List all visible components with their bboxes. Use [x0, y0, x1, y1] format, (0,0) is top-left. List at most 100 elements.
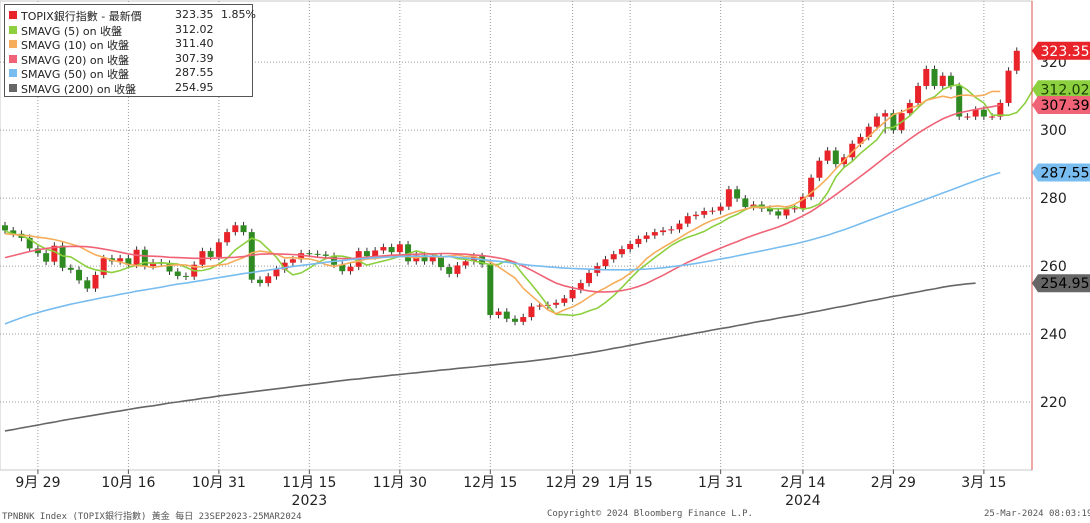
- candle-body: [865, 126, 872, 137]
- candle-body: [2, 225, 8, 231]
- candle-body: [34, 248, 41, 254]
- candle-body: [635, 238, 642, 244]
- candle-body: [380, 247, 387, 251]
- candle-body: [783, 209, 790, 216]
- candle-body: [923, 68, 930, 86]
- candle-body: [298, 253, 305, 260]
- candle-body: [651, 232, 658, 236]
- candle-body: [643, 235, 650, 239]
- y-tick-label: 260: [1040, 259, 1067, 275]
- ma-label-0-value: 312.02: [1041, 82, 1090, 98]
- candle-body: [931, 68, 938, 86]
- candle-body: [503, 311, 510, 319]
- legend-label: SMAVG (5) on 收盤: [21, 24, 123, 38]
- candle-body: [586, 272, 593, 284]
- candle-body: [536, 305, 543, 307]
- candle-body: [808, 177, 815, 197]
- candle-body: [67, 267, 74, 270]
- ma-label-3-tag: [1032, 274, 1090, 293]
- candle-body: [92, 274, 99, 289]
- candle-body: [51, 245, 58, 262]
- legend-swatch: [9, 69, 17, 77]
- candle-body: [816, 160, 823, 178]
- candle-body: [59, 245, 66, 268]
- candle-body: [684, 216, 691, 224]
- last-price-value: 323.35: [1041, 44, 1090, 60]
- candle-body: [947, 75, 954, 86]
- y-tick-label: 240: [1040, 327, 1067, 343]
- candle-body: [692, 214, 699, 217]
- legend-value: 312.02: [175, 22, 214, 36]
- candle-body: [281, 262, 288, 270]
- candle-body: [997, 102, 1004, 117]
- x-tick-label: 11月 15: [282, 475, 336, 491]
- candle-body: [857, 136, 864, 144]
- legend-label: SMAVG (10) on 收盤: [21, 39, 130, 52]
- candle-body: [487, 264, 494, 316]
- legend-label: SMAVG (200) on 收盤: [21, 82, 137, 96]
- candle-body: [1013, 50, 1020, 71]
- candle-body: [133, 249, 140, 265]
- candle-body: [890, 113, 897, 131]
- legend-value: 307.39: [175, 51, 214, 65]
- candle-body: [26, 237, 33, 249]
- candle-body: [602, 259, 609, 267]
- legend-value: 287.55: [175, 66, 214, 79]
- candle-body: [701, 211, 708, 215]
- candle-body: [273, 269, 280, 277]
- candle-body: [964, 116, 971, 118]
- x-tick-label: 12月 29: [546, 475, 600, 491]
- candle-body: [717, 206, 724, 211]
- candle-body: [824, 150, 831, 161]
- legend-swatch: [9, 25, 17, 34]
- candle-body: [495, 311, 502, 316]
- candle-body: [207, 251, 214, 257]
- candle-body: [182, 275, 189, 277]
- ma-line-1: [4, 90, 1001, 315]
- x-tick-label: 12月 15: [463, 475, 517, 491]
- candle-body: [799, 196, 806, 209]
- candle-body: [989, 116, 996, 118]
- candle-body: [734, 189, 741, 199]
- ma-label-0-tag: [1032, 80, 1090, 99]
- candle-body: [446, 267, 453, 274]
- legend-swatch: [9, 40, 17, 48]
- x-year-label: 2024: [785, 493, 821, 509]
- candle-body: [520, 317, 527, 322]
- legend-swatch: [9, 83, 17, 92]
- candle-body: [915, 85, 922, 103]
- candle-body: [347, 266, 354, 272]
- candle-body: [322, 254, 329, 256]
- ma-line-4: [4, 282, 976, 432]
- candle-body: [76, 269, 83, 281]
- candle-body: [528, 306, 535, 318]
- candle-body: [742, 198, 749, 207]
- candle-body: [980, 109, 987, 117]
- candle-body: [873, 116, 880, 127]
- x-tick-label: 9月 29: [15, 475, 60, 491]
- candle-body: [832, 150, 839, 165]
- candle-body: [339, 264, 346, 272]
- candle-body: [141, 249, 148, 267]
- candle-body: [363, 251, 370, 257]
- candle-body: [396, 244, 403, 253]
- candle-body: [331, 255, 338, 265]
- legend-label: SMAVG (20) on 收盤: [21, 53, 130, 67]
- x-tick-label: 11月 30: [373, 475, 427, 491]
- candle-body: [627, 243, 634, 250]
- ma-label-1-value: 307.39: [1041, 98, 1090, 114]
- ma-label-1-tag: [1032, 96, 1090, 115]
- ma-label-2-value: 287.55: [1041, 165, 1090, 181]
- candle-body: [306, 253, 313, 255]
- candle-body: [289, 259, 296, 263]
- candle-body: [125, 258, 132, 265]
- y-tick-label: 220: [1040, 395, 1067, 411]
- candle-body: [767, 208, 773, 212]
- candle-body: [462, 261, 469, 266]
- candle-body: [43, 253, 50, 262]
- candle-body: [314, 253, 321, 255]
- candle-body: [117, 258, 124, 262]
- candle-body: [100, 258, 107, 275]
- candle-body: [610, 254, 617, 260]
- legend-change: 1.85%: [221, 8, 256, 21]
